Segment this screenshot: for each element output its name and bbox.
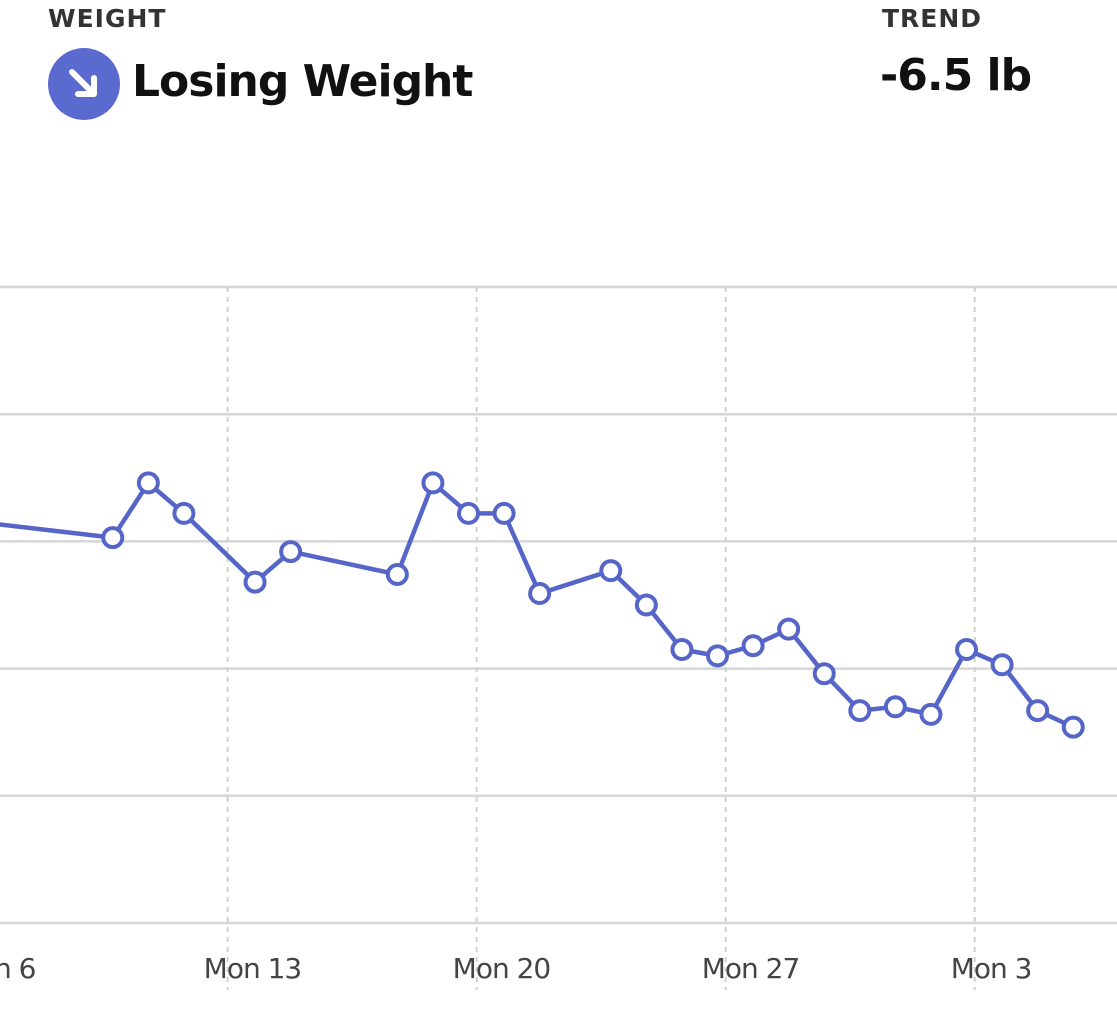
x-tick-label: Mon 27 — [702, 952, 800, 985]
data-point — [741, 634, 765, 658]
x-tick-label: Mon 20 — [453, 952, 551, 985]
x-tick-label: Mon 6 — [0, 952, 36, 985]
status: Losing Weight — [132, 56, 473, 107]
data-point — [421, 471, 445, 495]
trend-value: -6.5 lb — [880, 50, 1032, 101]
x-tick-label: Mon 13 — [204, 952, 302, 985]
data-point — [634, 593, 658, 617]
weight-label: WEIGHT — [48, 4, 167, 33]
data-point — [883, 695, 907, 719]
data-point — [706, 644, 730, 668]
data-point — [919, 702, 943, 726]
data-point — [955, 638, 979, 662]
data-point — [848, 699, 872, 723]
data-point — [777, 617, 801, 641]
data-point — [385, 562, 409, 586]
data-point — [670, 638, 694, 662]
data-point — [172, 501, 196, 525]
data-point — [599, 559, 623, 583]
trend-icon — [48, 48, 120, 120]
data-point — [136, 471, 160, 495]
data-point — [243, 570, 267, 594]
data-point — [990, 653, 1014, 677]
data-point — [101, 526, 125, 550]
data-point — [492, 501, 516, 525]
data-point — [279, 540, 303, 564]
trend-label: TREND — [882, 4, 983, 33]
data-point — [528, 582, 552, 606]
data-line — [0, 480, 1075, 730]
data-point — [456, 501, 480, 525]
data-point — [1026, 699, 1050, 723]
data-point — [1061, 715, 1085, 739]
x-tick-label: Mon 3 — [951, 952, 1032, 985]
data-point — [812, 662, 836, 686]
